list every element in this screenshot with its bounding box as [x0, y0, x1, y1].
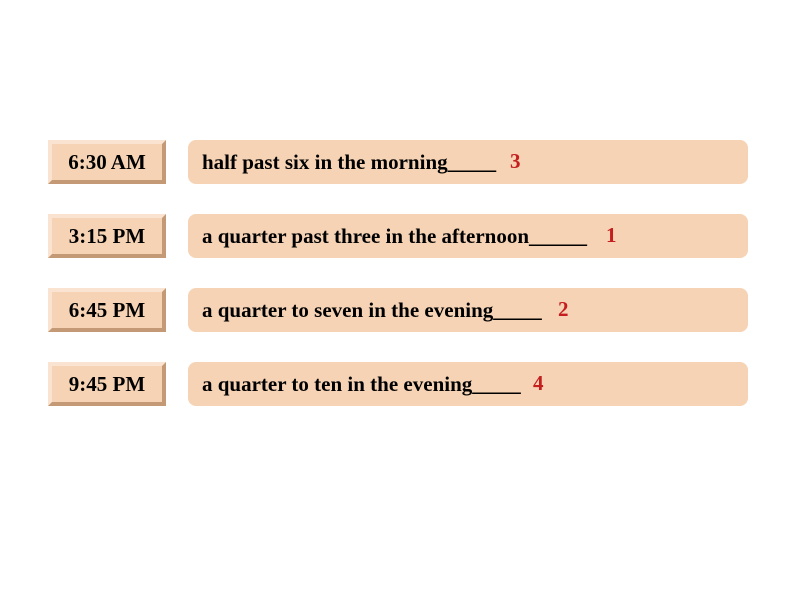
blank-line: ______ — [529, 224, 586, 249]
time-label: 9:45 PM — [69, 372, 145, 397]
exercise-container: 6:30 AM half past six in the morning ___… — [48, 140, 748, 436]
description-text: half past six in the morning — [202, 150, 448, 175]
time-box: 6:45 PM — [48, 288, 166, 332]
exercise-row: 3:15 PM a quarter past three in the afte… — [48, 214, 748, 258]
exercise-row: 6:30 AM half past six in the morning ___… — [48, 140, 748, 184]
description-text: a quarter past three in the afternoon — [202, 224, 529, 249]
exercise-row: 6:45 PM a quarter to seven in the evenin… — [48, 288, 748, 332]
time-box: 9:45 PM — [48, 362, 166, 406]
blank-line: _____ — [448, 150, 496, 175]
time-label: 3:15 PM — [69, 224, 145, 249]
time-label: 6:30 AM — [68, 150, 146, 175]
answer-text: 3 — [510, 149, 521, 174]
blank-line: _____ — [472, 372, 520, 397]
description-text: a quarter to seven in the evening — [202, 298, 493, 323]
description-box: a quarter past three in the afternoon __… — [188, 214, 748, 258]
answer-text: 1 — [606, 223, 617, 248]
time-label: 6:45 PM — [69, 298, 145, 323]
time-box: 6:30 AM — [48, 140, 166, 184]
blank-line: _____ — [493, 298, 541, 323]
description-box: a quarter to ten in the evening _____ 4 — [188, 362, 748, 406]
answer-text: 4 — [533, 371, 544, 396]
description-box: half past six in the morning _____ 3 — [188, 140, 748, 184]
exercise-row: 9:45 PM a quarter to ten in the evening … — [48, 362, 748, 406]
answer-text: 2 — [558, 297, 569, 322]
description-box: a quarter to seven in the evening _____ … — [188, 288, 748, 332]
description-text: a quarter to ten in the evening — [202, 372, 472, 397]
time-box: 3:15 PM — [48, 214, 166, 258]
